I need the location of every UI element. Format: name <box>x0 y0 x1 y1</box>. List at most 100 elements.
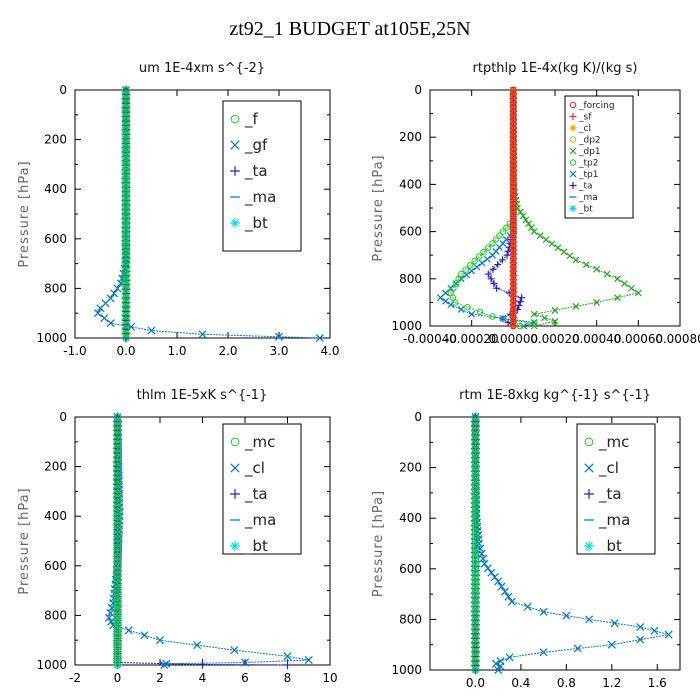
data-point <box>475 253 483 260</box>
data-point <box>471 615 480 624</box>
data-point <box>113 552 122 561</box>
data-point <box>122 86 130 94</box>
data-point <box>498 256 506 264</box>
data-point <box>122 216 130 225</box>
legend-label: _dp1 <box>578 147 601 157</box>
y-tick-label: 200 <box>399 130 422 144</box>
series-f <box>122 86 130 342</box>
data-point <box>471 542 480 550</box>
data-point <box>122 171 130 180</box>
data-point <box>122 162 130 171</box>
data-point <box>113 512 122 521</box>
data-point <box>122 316 130 324</box>
data-point <box>494 665 503 675</box>
data-point <box>471 629 480 638</box>
data-point <box>516 298 524 306</box>
data-point <box>510 158 517 165</box>
data-point <box>122 117 130 126</box>
data-point <box>530 322 538 330</box>
data-point <box>113 413 122 421</box>
data-point <box>510 238 517 245</box>
data-point <box>572 256 580 264</box>
data-point <box>510 120 517 127</box>
data-point <box>471 509 480 518</box>
data-point <box>122 275 130 284</box>
chart-panel-1: um 1E-4xm s^{-2} 0 200 400 600 800 1000-1.0 0.0… <box>17 61 340 358</box>
data-point <box>122 194 130 203</box>
data-point <box>493 284 501 292</box>
data-point <box>510 251 517 258</box>
data-point <box>471 560 480 569</box>
legend-marker <box>569 205 577 212</box>
data-point <box>113 620 122 629</box>
y-axis-label: Pressure [hPa] <box>371 154 386 261</box>
data-point <box>122 230 130 239</box>
data-point <box>113 489 122 498</box>
data-point <box>474 539 483 548</box>
data-point <box>510 179 517 186</box>
legend-label: _ma <box>598 511 630 530</box>
x-tick-label: 1.0 <box>167 344 186 358</box>
data-point <box>510 141 517 149</box>
data-point <box>503 224 510 231</box>
data-point <box>664 630 673 639</box>
x-tick-label: 0.00080 <box>655 332 700 346</box>
legend-label: _cl <box>598 459 619 478</box>
data-point <box>516 208 524 216</box>
data-point <box>510 272 517 279</box>
data-point <box>113 521 122 530</box>
chart-panel-3: thlm 1E-5xK s^{-1} 0 200 400 600 800 1000-2 0 2 4… <box>17 388 338 685</box>
data-point <box>505 289 513 297</box>
data-point <box>607 640 616 649</box>
data-point <box>122 257 130 266</box>
data-point <box>471 634 480 642</box>
data-point <box>122 207 130 216</box>
data-point <box>510 200 517 208</box>
data-point <box>113 656 122 665</box>
data-point <box>113 589 122 597</box>
data-point <box>113 607 122 615</box>
data-point <box>510 267 517 275</box>
y-tick-label: 400 <box>44 509 67 523</box>
data-point <box>566 252 574 260</box>
legend-marker <box>569 113 577 120</box>
x-tick-label: 4 <box>199 671 207 685</box>
data-point <box>471 661 480 670</box>
data-point <box>122 298 130 306</box>
data-point <box>113 611 122 620</box>
data-point <box>113 634 122 642</box>
data-point <box>442 297 450 305</box>
legend-marker <box>569 182 577 189</box>
legend-label: _ma <box>244 188 276 207</box>
legend-label: _bt <box>244 214 268 233</box>
data-point <box>510 107 517 115</box>
data-point <box>122 126 130 135</box>
data-point <box>451 299 459 306</box>
data-point <box>113 449 122 457</box>
legend-marker <box>230 166 240 176</box>
data-point <box>113 284 122 293</box>
x-tick-label: 8 <box>284 671 292 685</box>
data-point <box>471 463 480 472</box>
data-point <box>476 544 485 553</box>
data-point <box>471 643 480 651</box>
data-point <box>113 616 122 624</box>
data-point <box>113 480 122 489</box>
data-point <box>471 532 480 541</box>
data-point <box>510 145 517 153</box>
data-point <box>106 319 115 328</box>
data-point <box>476 308 484 316</box>
data-point <box>93 309 102 318</box>
data-point <box>471 624 480 633</box>
data-point <box>240 658 250 667</box>
data-point <box>515 302 523 310</box>
data-point <box>122 244 130 252</box>
data-point <box>122 311 130 320</box>
x-tick-label: 6 <box>241 671 249 685</box>
data-point <box>106 608 115 617</box>
data-point <box>96 304 105 313</box>
data-point <box>496 232 503 239</box>
x-tick-label: 2 <box>156 671 164 685</box>
data-point <box>510 175 517 182</box>
data-point <box>471 592 480 601</box>
